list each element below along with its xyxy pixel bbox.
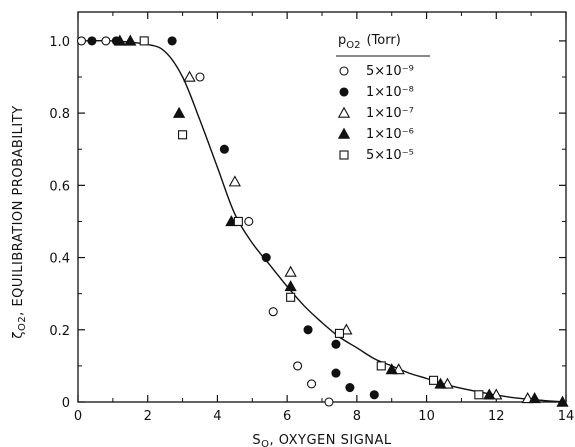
legend-marker-circle-open [339,66,349,76]
data-point-circle-filled [345,383,355,393]
data-point-triangle-filled [113,34,126,46]
y-tick-label: 1.0 [49,35,70,50]
x-tick-label: 6 [283,409,291,424]
x-tick-label: 12 [488,409,505,424]
legend-title: pO2 (Torr) [338,33,401,51]
legend-entry-label: 1×10⁻⁶ [366,127,414,142]
legend-marker-square-open [339,150,349,160]
legend-marker-circle-filled [339,87,349,97]
data-point-triangle-open [183,70,196,82]
y-tick-label: 0 [62,396,70,411]
legend-entry-label: 5×10⁻⁵ [366,148,414,163]
data-point-square-open [428,375,439,385]
data-point-square-open [139,36,149,46]
data-point-circle-filled [369,390,379,400]
data-point-triangle-filled [172,106,186,118]
data-point-circle-open [244,216,254,226]
data-point-circle-open [293,361,303,371]
legend-marker-triangle-filled [337,127,351,139]
data-point-square-open [233,216,243,226]
y-tick-label: 0.2 [49,324,70,339]
data-point-circle-open [306,379,317,389]
x-tick-label: 8 [353,409,361,424]
x-axis-ticks: 0 2 4 6 8 10 12 14 [74,12,574,424]
data-point-circle-open [268,307,278,317]
data-point-circle-filled [261,253,271,263]
x-tick-label: 14 [558,409,575,424]
data-point-circle-open [76,36,87,46]
data-point-circle-filled [167,36,177,46]
legend: pO2 (Torr) 5×10⁻⁹ 1×10⁻⁸ 1×10⁻⁷ 1×10⁻⁶ 5×10⁻⁵ [336,33,430,163]
data-points [76,34,569,407]
fit-curve [77,39,567,403]
data-point-triangle-filled [483,388,496,400]
data-point-triangle-open [228,175,241,187]
data-point-square-open [334,328,344,338]
x-tick-label: 4 [213,409,221,424]
x-tick-label: 2 [144,409,152,424]
data-point-circle-filled [331,339,341,349]
data-point-triangle-open [284,265,297,277]
data-point-square-open [474,390,484,400]
x-tick-label: 0 [74,409,82,424]
x-axis-label: SO, OXYGEN SIGNAL [252,433,392,447]
y-tick-label: 0.4 [49,252,70,267]
data-point-circle-open [324,397,334,407]
y-axis-label: ζO2, EQUILIBRATION PROBABILITY [11,105,28,338]
plot-area-border [77,11,567,403]
legend-entry-label: 1×10⁻⁷ [366,106,414,121]
data-point-circle-open [101,36,111,46]
data-point-circle-filled [303,325,313,335]
data-point-triangle-filled [528,392,541,404]
y-tick-label: 0.6 [49,179,70,194]
data-point-square-open [178,130,188,140]
data-point-triangle-filled [385,363,398,375]
data-point-square-open [286,292,296,302]
fit-curve-group [77,39,567,403]
data-point-triangle-filled [556,395,569,407]
data-point-triangle-filled [124,34,137,46]
y-tick-label: 0.8 [49,107,70,122]
legend-marker-triangle-open [337,106,351,118]
data-point-triangle-filled [284,280,297,292]
data-point-square-open [376,361,386,371]
legend-entry-label: 5×10⁻⁹ [366,64,414,79]
y-axis-ticks: 0 0.2 0.4 0.6 0.8 1.0 [49,35,566,411]
x-tick-label: 10 [418,409,435,424]
data-point-circle-filled [331,368,341,378]
data-point-circle-filled [87,36,97,46]
data-point-circle-filled [219,144,229,154]
legend-entry-label: 1×10⁻⁸ [366,85,414,100]
plot-frame [77,11,567,403]
data-point-circle-open [195,72,205,82]
